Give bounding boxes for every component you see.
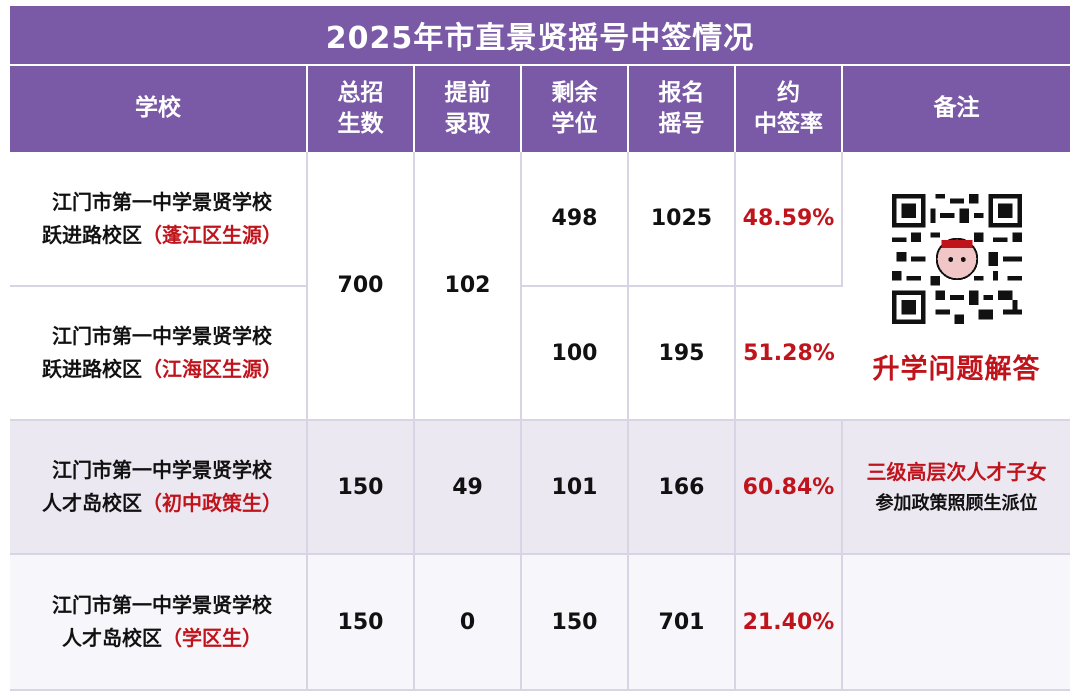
campus-name: 跃进路校区 (42, 357, 142, 381)
remaining-cell: 150 (521, 554, 629, 691)
early-cell: 0 (414, 554, 522, 691)
early-cell: 49 (414, 420, 522, 555)
remaining-cell: 101 (521, 420, 629, 555)
school-cell: 江门市第一中学景贤学校 跃进路校区（蓬江区生源） (10, 152, 308, 287)
early-cell: 102 (414, 152, 522, 421)
header-school: 学校 (10, 66, 308, 152)
header-early: 提前 录取 (414, 66, 522, 152)
student-source-tag: （蓬江区生源） (142, 222, 282, 247)
applied-cell: 195 (628, 286, 736, 421)
header-applied: 报名 摇号 (628, 66, 736, 152)
student-source-tag: （学区生） (162, 626, 262, 650)
school-cell: 江门市第一中学景贤学校 人才岛校区（学区生） (10, 554, 308, 691)
header-remaining: 剩余 学位 (521, 66, 629, 152)
header-rate: 约 中签率 (735, 66, 843, 152)
lottery-results-table: 学校 总招 生数 提前 录取 剩余 学位 报名 摇号 约 中签率 备注 江门市第… (10, 66, 1070, 691)
note-cell: 三级高层次人才子女 参加政策照顾生派位 (842, 420, 1070, 555)
campus-name: 人才岛校区 (42, 491, 142, 515)
campus-name: 人才岛校区 (62, 626, 162, 650)
school-cell: 江门市第一中学景贤学校 人才岛校区（初中政策生） (10, 420, 308, 555)
results-table-container: 2025年市直景贤摇号中签情况 学校 总招 生数 提前 录取 剩余 学位 报名 … (10, 6, 1070, 692)
note-cell-empty (842, 554, 1070, 691)
table-row: 江门市第一中学景贤学校 人才岛校区（初中政策生） 150 49 101 166 … (10, 420, 1070, 555)
school-name: 江门市第一中学景贤学校 (52, 324, 272, 348)
school-cell: 江门市第一中学景贤学校 跃进路校区（江海区生源） (10, 286, 308, 421)
student-source-tag: （江海区生源） (142, 357, 282, 381)
remaining-cell: 100 (521, 286, 629, 421)
student-source-tag: （初中政策生） (142, 491, 282, 515)
header-row: 学校 总招 生数 提前 录取 剩余 学位 报名 摇号 约 中签率 备注 (10, 66, 1070, 152)
remaining-cell: 498 (521, 152, 629, 287)
header-note: 备注 (842, 66, 1070, 152)
school-name: 江门市第一中学景贤学校 (52, 458, 272, 482)
total-cell: 150 (307, 420, 415, 555)
total-cell: 700 (307, 152, 415, 421)
qa-label: 升学问题解答 (872, 354, 1041, 385)
rate-cell: 60.84% (735, 420, 843, 555)
table-row: 江门市第一中学景贤学校 跃进路校区（江海区生源） 100 195 51.28% (10, 286, 1070, 421)
total-cell: 150 (307, 554, 415, 691)
table-row: 江门市第一中学景贤学校 人才岛校区（学区生） 150 0 150 701 21.… (10, 554, 1070, 691)
applied-cell: 1025 (628, 152, 736, 287)
page-title: 2025年市直景贤摇号中签情况 (10, 6, 1070, 64)
rate-cell: 48.59% (735, 152, 843, 287)
applied-cell: 701 (628, 554, 736, 691)
note-line-1: 三级高层次人才子女 (866, 459, 1047, 484)
school-name: 江门市第一中学景贤学校 (52, 593, 272, 617)
campus-name: 跃进路校区 (42, 222, 142, 247)
rate-cell: 51.28% (735, 286, 842, 421)
applied-cell: 166 (628, 420, 736, 555)
table-row: 江门市第一中学景贤学校 跃进路校区（蓬江区生源） 700 102 498 102… (10, 152, 1070, 421)
school-name: 江门市第一中学景贤学校 (52, 189, 272, 214)
header-total: 总招 生数 (307, 66, 415, 152)
note-cell-qr: 升学问题解答 (842, 152, 1070, 421)
note-line-2: 参加政策照顾生派位 (875, 492, 1038, 514)
qr-code-icon[interactable] (886, 189, 1027, 329)
rate-cell: 21.40% (735, 554, 843, 691)
